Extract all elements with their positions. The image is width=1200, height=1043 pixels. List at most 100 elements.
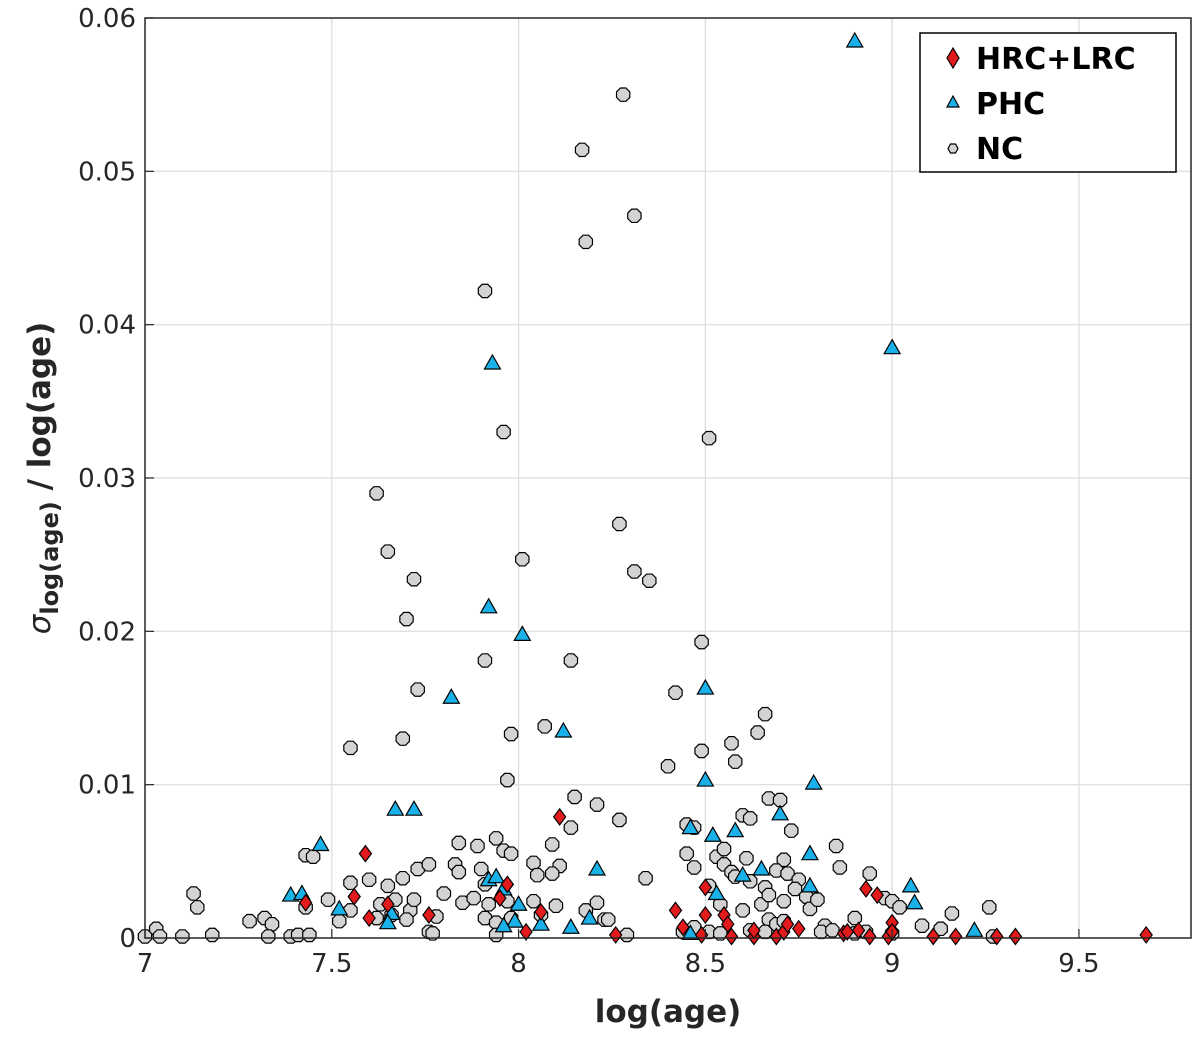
data-point-triangle (330, 899, 349, 916)
legend-marker-circle (947, 143, 959, 154)
data-point-circle (399, 611, 414, 627)
data-point-circle (395, 731, 411, 746)
data-point-circle (679, 846, 694, 861)
data-point-triangle (901, 876, 920, 893)
data-point-circle (515, 552, 530, 567)
data-point-circle (488, 831, 504, 846)
data-point-circle (410, 682, 425, 697)
data-point-circle (526, 893, 541, 909)
data-point-circle (500, 772, 515, 788)
x-axis-title: log(age) (595, 994, 742, 1030)
data-point-circle (332, 913, 347, 929)
data-point-diamond (862, 927, 877, 946)
legend-entry-phc: PHC (945, 87, 1045, 122)
data-point-circle (526, 855, 541, 871)
data-point-circle (612, 812, 627, 828)
data-point-diamond (608, 925, 623, 944)
data-point-circle (668, 685, 683, 700)
y-axis-title-suffix: / log(age) (22, 322, 58, 502)
data-point-circle (660, 759, 676, 774)
data-point-circle (563, 820, 579, 835)
data-point-circle (742, 811, 758, 826)
legend-entry-hrc-lrc: HRC+LRC (946, 42, 1136, 77)
data-point-circle (694, 743, 709, 759)
data-point-circle (944, 906, 960, 921)
data-point-circle (186, 886, 201, 901)
legend-label-hrc-lrc: HRC+LRC (976, 42, 1136, 77)
data-point-triangle (696, 678, 715, 695)
data-point-circle (537, 719, 552, 734)
data-point-circle (642, 573, 657, 588)
data-point-triangle (771, 804, 790, 821)
data-point-circle (776, 893, 792, 909)
data-point-diamond (1008, 927, 1023, 946)
data-point-circle (563, 653, 579, 668)
data-point-circle (694, 634, 709, 650)
data-point-triangle (404, 799, 424, 816)
data-point-circle (451, 864, 467, 880)
data-point-diamond (676, 918, 690, 937)
data-point-circle (175, 929, 190, 944)
data-point-triangle (681, 818, 700, 835)
data-point-circle (302, 927, 317, 943)
data-point-circle (600, 912, 616, 927)
data-point-circle (686, 860, 702, 875)
legend-label-nc: NC (976, 132, 1023, 167)
data-point-diamond (500, 875, 515, 894)
data-point-circle (152, 929, 168, 944)
data-point-circle (477, 283, 493, 299)
data-point-triangle (483, 353, 502, 370)
y-tick-label: 0.03 (78, 464, 136, 494)
data-point-circle (466, 890, 481, 906)
data-point-circle (574, 142, 590, 158)
data-point-circle (567, 789, 582, 805)
data-point-circle (406, 892, 422, 907)
data-point-circle (361, 872, 377, 887)
data-point-triangle (752, 859, 771, 876)
legend-box (919, 32, 1177, 173)
data-point-circle (724, 736, 739, 751)
data-point-triangle (580, 908, 599, 925)
data-point-circle (825, 923, 840, 938)
data-point-circle (481, 897, 496, 912)
data-point-diamond (840, 922, 855, 941)
data-point-triangle (509, 895, 528, 911)
data-point-circle (399, 912, 414, 927)
data-point-diamond (362, 909, 376, 928)
y-tick-label: 0.01 (78, 771, 136, 801)
data-point-circle (914, 918, 930, 933)
data-point-diamond (780, 915, 795, 934)
y-tick-labels: 0 0.01 0.02 0.03 0.04 0.05 0.06 (78, 4, 136, 954)
data-point-circle (862, 866, 877, 881)
data-point-circle (780, 866, 795, 881)
data-point-diamond (721, 915, 735, 934)
x-tick-label: 7.5 (311, 949, 352, 979)
legend-marker-triangle (945, 94, 961, 108)
data-point-triangle (905, 893, 924, 910)
data-point-triangle (378, 913, 397, 930)
data-point-circle (933, 921, 948, 937)
data-point-circle (787, 881, 803, 897)
data-point-diamond (926, 927, 940, 946)
data-point-diamond (792, 919, 806, 938)
data-point-circle (735, 903, 750, 918)
data-point-diamond (298, 893, 313, 912)
data-point-circle (761, 791, 777, 806)
data-point-diamond (422, 906, 436, 924)
data-point-circle (578, 234, 594, 250)
data-point-diamond (698, 878, 713, 897)
data-point-circle (784, 823, 799, 838)
data-point-circle (190, 900, 205, 915)
data-point-diamond (519, 922, 533, 941)
data-point-circle (757, 706, 773, 722)
data-point-circle (627, 208, 642, 224)
data-point-circle (769, 863, 784, 878)
y-tick-label: 0.04 (78, 311, 136, 341)
legend-marker-diamond (946, 46, 960, 70)
data-point-circle (727, 754, 743, 769)
data-point-circle (473, 861, 489, 877)
data-point-circle (627, 564, 642, 579)
series-hrc-lrc (298, 807, 1153, 946)
data-point-triangle (561, 918, 580, 934)
data-point-circle (470, 838, 485, 854)
